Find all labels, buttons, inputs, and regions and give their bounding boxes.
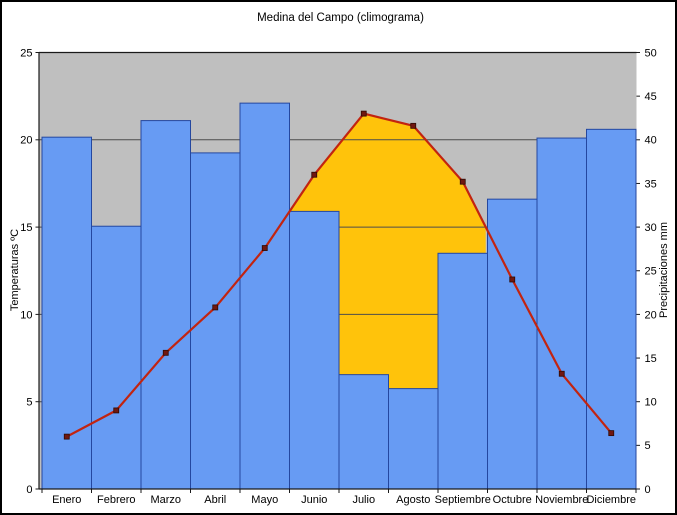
month-label-noviembre: Noviembre — [535, 494, 588, 506]
bar-septiembre — [437, 252, 488, 490]
bar-febrero — [91, 225, 142, 490]
bar-diciembre — [586, 128, 637, 490]
temp-marker-mayo — [261, 245, 268, 251]
right-tick-label-25: 25 — [645, 266, 657, 278]
month-label-agosto: Agosto — [396, 494, 430, 506]
temp-marker-noviembre — [558, 370, 565, 377]
bar-agosto — [388, 388, 439, 490]
month-label-septiembre: Septiembre — [435, 494, 491, 506]
bar-octubre — [487, 198, 538, 490]
temp-marker-julio — [360, 110, 367, 117]
left-tick-label-10: 10 — [20, 309, 32, 321]
right-tick-label-15: 15 — [645, 353, 657, 365]
month-label-mayo: Mayo — [251, 494, 278, 506]
month-label-junio: Junio — [301, 494, 327, 506]
temp-marker-agosto — [410, 122, 417, 129]
month-label-abril: Abril — [204, 494, 226, 506]
temp-marker-enero — [63, 433, 70, 440]
bar-julio — [338, 374, 389, 490]
right-tick-label-5: 5 — [645, 440, 651, 452]
month-label-enero: Enero — [52, 494, 81, 506]
right-tick-label-0: 0 — [645, 484, 651, 496]
bar-noviembre — [536, 137, 587, 490]
month-label-diciembre: Diciembre — [586, 494, 636, 506]
right-tick-label-30: 30 — [645, 222, 657, 234]
left-tick-label-25: 25 — [20, 47, 32, 59]
right-tick-label-35: 35 — [645, 178, 657, 190]
temp-marker-junio — [311, 171, 318, 178]
arid-area — [289, 113, 486, 389]
temp-marker-febrero — [113, 407, 120, 414]
month-label-octubre: Octubre — [493, 494, 532, 506]
temp-marker-septiembre — [459, 178, 466, 185]
temperature-line — [66, 112, 613, 438]
right-tick-label-45: 45 — [645, 91, 657, 103]
left-tick-label-20: 20 — [20, 135, 32, 147]
bar-junio — [289, 210, 340, 490]
left-tick-label-0: 0 — [26, 484, 32, 496]
temp-marker-marzo — [162, 349, 169, 356]
temp-marker-diciembre — [608, 430, 615, 437]
right-tick-label-10: 10 — [645, 397, 657, 409]
left-tick-label-15: 15 — [20, 222, 32, 234]
bar-marzo — [140, 120, 191, 490]
temp-marker-abril — [212, 304, 219, 311]
chart-title: Medina del Campo (climograma) — [257, 12, 424, 24]
month-label-julio: Julio — [352, 494, 375, 506]
right-tick-label-20: 20 — [645, 309, 657, 321]
temp-marker-octubre — [509, 276, 516, 283]
bar-mayo — [239, 102, 290, 490]
right-tick-label-40: 40 — [645, 135, 657, 147]
left-tick-label-5: 5 — [26, 397, 32, 409]
month-label-marzo: Marzo — [150, 494, 181, 506]
right-tick-label-50: 50 — [645, 47, 657, 59]
month-label-febrero: Febrero — [97, 494, 136, 506]
bar-abril — [190, 152, 241, 490]
